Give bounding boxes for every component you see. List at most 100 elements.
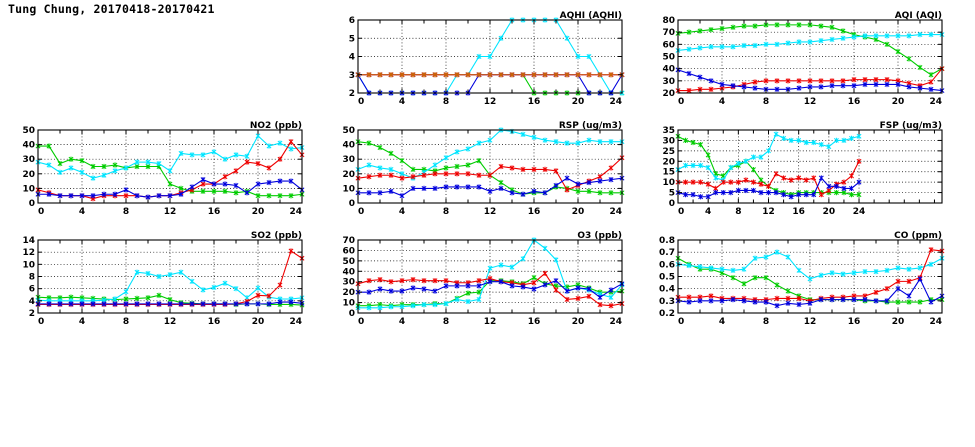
series-marker	[781, 175, 787, 181]
series-marker	[277, 156, 283, 162]
series-marker	[542, 245, 548, 251]
series-marker	[575, 285, 581, 291]
series-marker	[818, 78, 824, 84]
series-marker	[719, 298, 725, 304]
series-marker	[690, 139, 696, 146]
series-marker	[178, 301, 184, 307]
series-marker	[917, 299, 923, 305]
series-marker	[735, 187, 741, 194]
y-tick-label: 25	[662, 147, 675, 157]
panel-fsp: 0 5 10 15 20 25 30 35 0 4 8 12 16 20 24 FSP (ug/m3)	[650, 120, 950, 225]
series-marker	[743, 177, 749, 183]
series-marker	[763, 254, 769, 260]
series-marker	[690, 192, 696, 198]
series-orange	[355, 72, 625, 78]
x-tick-label: 24	[289, 317, 302, 327]
series-marker	[928, 299, 934, 305]
x-tick-label: 20	[572, 317, 585, 327]
series-marker	[608, 190, 614, 196]
series-marker	[399, 304, 405, 310]
series-marker	[90, 175, 96, 181]
series-marker	[134, 301, 140, 307]
series-marker	[785, 78, 791, 84]
page-title: Tung Chung, 20170418-20170421	[8, 2, 215, 16]
x-tick-label: 24	[929, 317, 942, 327]
x-tick-label: 16	[848, 97, 861, 107]
series-marker	[796, 175, 802, 181]
plot-title: CO (ppm)	[894, 231, 942, 241]
series-marker	[873, 33, 879, 39]
series-marker	[454, 184, 460, 190]
series-marker	[741, 298, 747, 304]
series-marker	[856, 133, 862, 139]
series-marker	[377, 286, 383, 292]
series-cyan	[675, 31, 945, 54]
y-tick-label: 14	[22, 236, 35, 246]
series-marker	[608, 177, 614, 183]
series-marker	[454, 72, 460, 78]
x-tick-label: 24	[609, 317, 622, 327]
series-marker	[895, 33, 901, 39]
series-marker	[575, 53, 581, 60]
x-tick-label: 20	[572, 207, 585, 217]
series-marker	[766, 183, 771, 189]
y-tick-label: 60	[342, 246, 355, 256]
series-marker	[410, 72, 416, 78]
series-marker	[487, 53, 493, 60]
series-marker	[833, 189, 839, 196]
series-marker	[720, 189, 726, 196]
series-marker	[553, 287, 559, 293]
series-marker	[509, 283, 515, 289]
series-marker	[476, 283, 482, 289]
series-marker	[476, 72, 482, 78]
series-marker	[906, 266, 912, 272]
series-marker	[841, 179, 847, 185]
series-marker	[917, 64, 923, 71]
series-marker	[123, 165, 129, 171]
x-tick-label: 8	[443, 207, 449, 217]
series-blue	[675, 276, 945, 309]
series-marker	[766, 148, 771, 154]
y-tick-label: 12	[22, 248, 35, 258]
y-tick-label: 6	[29, 285, 35, 295]
series-marker	[849, 135, 854, 141]
series-marker	[134, 295, 140, 302]
x-tick-label: 16	[528, 317, 541, 327]
series-marker	[465, 72, 471, 78]
series-marker	[895, 278, 901, 284]
series-marker	[388, 150, 394, 156]
series-green	[675, 22, 945, 78]
series-marker	[773, 131, 779, 137]
series-marker	[200, 152, 206, 158]
series-marker	[288, 193, 294, 199]
series-marker	[773, 189, 779, 196]
series-marker	[785, 254, 791, 260]
series-marker	[708, 293, 714, 299]
series-marker	[189, 278, 195, 284]
x-tick-label: 20	[892, 317, 905, 327]
y-tick-label: 0	[669, 199, 675, 209]
series-marker	[743, 187, 749, 194]
series-marker	[465, 184, 471, 190]
series-marker	[686, 70, 692, 77]
series-marker	[244, 301, 250, 307]
y-tick-label: 15	[662, 168, 675, 178]
series-marker	[200, 188, 206, 194]
series-marker	[233, 301, 239, 307]
series-marker	[818, 192, 824, 198]
series-marker	[46, 143, 52, 149]
series-marker	[487, 265, 493, 271]
series-marker	[575, 295, 581, 302]
series-marker	[454, 149, 460, 155]
series-marker	[708, 27, 714, 33]
series-marker	[366, 278, 372, 284]
series-marker	[520, 284, 526, 290]
series-line	[677, 133, 860, 181]
x-tick-label: 24	[289, 207, 302, 217]
plot-title: NO2 (ppb)	[250, 121, 302, 131]
series-marker	[564, 187, 570, 193]
series-marker	[697, 298, 703, 304]
series-marker	[811, 139, 817, 146]
y-tick-label: 6	[349, 16, 355, 26]
x-tick-label: 24	[609, 97, 622, 107]
